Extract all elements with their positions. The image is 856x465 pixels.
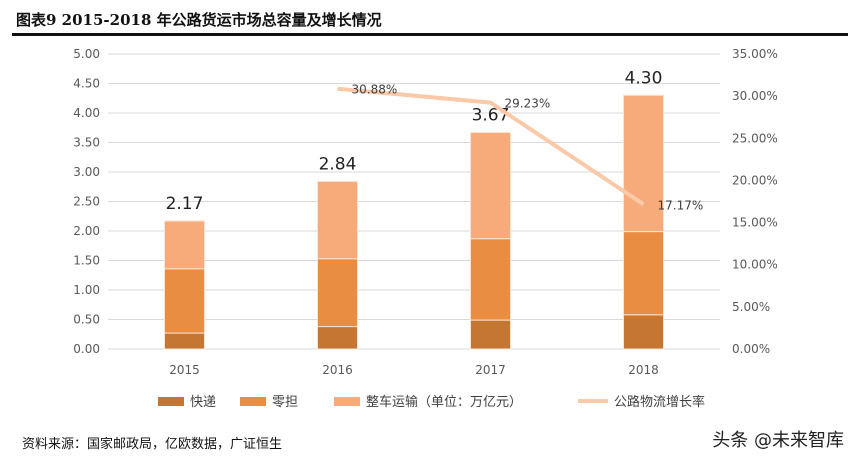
y-tick-label: 4.50 [73,77,100,91]
y-tick-label: 5.00 [73,47,100,61]
y2-tick-label: 30.00% [732,89,778,103]
y-tick-label: 0.00 [73,342,100,356]
x-tick-label: 2017 [475,363,506,377]
y2-tick-label: 5.00% [732,300,770,314]
bar-segment [623,314,664,350]
y-tick-label: 2.00 [73,224,100,238]
legend-swatch [240,397,266,406]
bar-segment [317,180,358,260]
legend-label: 快递 [190,395,216,410]
bar-segment [470,319,511,350]
bar-segment [623,94,664,233]
bar-segment [317,258,358,328]
legend-swatch [334,397,360,406]
line-data-label: 30.88% [352,83,398,97]
bar-segment [164,332,205,350]
source-note: 资料来源：国家邮政局，亿欧数据，广证恒生 [22,437,283,452]
y2-tick-label: 35.00% [732,47,778,61]
chart-title: 图表9 2015-2018 年公路货运市场总容量及增长情况 [16,11,382,29]
growth-line [337,86,645,206]
y-tick-label: 1.00 [73,283,100,297]
y2-tick-label: 0.00% [732,342,770,356]
watermark: 头条 @未来智库 [712,430,844,451]
legend-label: 整车运输（单位：万亿元） [366,394,522,410]
legend-swatch [158,397,184,406]
bar-segment [164,220,205,270]
bar-segment [164,268,205,334]
bar-segment [470,131,511,240]
legend-label: 公路物流增长率 [614,394,705,410]
bar-segment [317,326,358,350]
y-tick-label: 4.00 [73,106,100,120]
line-data-label: 17.17% [658,198,704,212]
x-tick-label: 2018 [628,363,659,377]
y-tick-label: 3.50 [73,136,100,150]
title-rule [12,33,848,36]
line-data-label: 29.23% [505,97,551,111]
y-tick-label: 3.00 [73,165,100,179]
y-tick-label: 2.50 [73,195,100,209]
y-tick-label: 1.50 [73,254,100,268]
total-label: 2.17 [166,194,204,214]
total-label: 4.30 [625,68,663,88]
y2-tick-label: 25.00% [732,131,778,145]
y2-tick-label: 10.00% [732,258,778,272]
x-tick-label: 2016 [322,363,353,377]
legend-label: 零担 [272,395,298,410]
y-tick-label: 0.50 [73,313,100,327]
y2-tick-label: 20.00% [732,173,778,187]
x-tick-label: 2015 [169,363,200,377]
total-label: 2.84 [319,154,357,174]
bar-segment [623,231,664,316]
bar-segment [470,238,511,321]
y2-tick-label: 15.00% [732,216,778,230]
